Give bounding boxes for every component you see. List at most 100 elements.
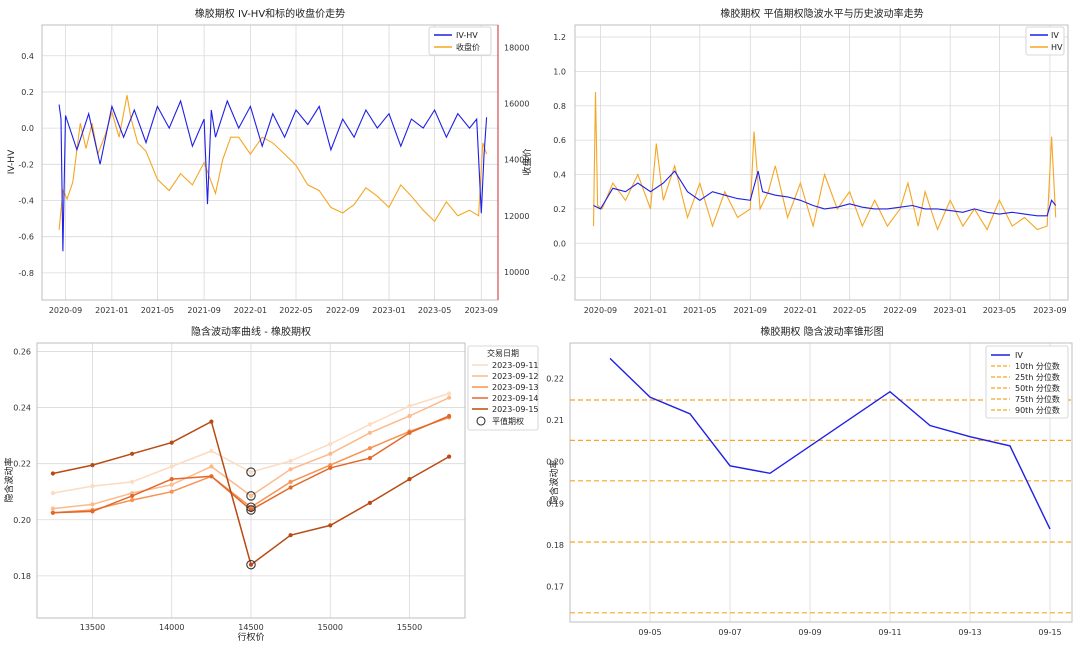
smile-point xyxy=(407,413,412,419)
x-tick-label: 09-11 xyxy=(878,628,901,637)
smile-point xyxy=(130,479,135,484)
atm-marker xyxy=(246,502,256,512)
smile-point xyxy=(50,506,56,511)
y-tick-label: 0.4 xyxy=(21,52,34,61)
y-tick-label: -0.8 xyxy=(18,269,34,278)
x-tick-label: 2023-01 xyxy=(933,306,966,315)
smile-point xyxy=(209,419,214,424)
x-tick-label: 2021-01 xyxy=(95,306,128,315)
y-tick-label: 0.22 xyxy=(13,460,31,469)
smile-point xyxy=(130,493,135,498)
y-tick-label: -0.6 xyxy=(18,233,34,242)
x-tick-label: 13500 xyxy=(80,623,105,632)
legend-label-close: 收盘价 xyxy=(456,42,480,52)
legend-atm-marker xyxy=(476,416,486,426)
y-tick-label: 0.8 xyxy=(553,102,566,111)
x-tick-label: 09-15 xyxy=(1038,628,1061,637)
legend-box xyxy=(428,26,492,56)
smile-point xyxy=(130,451,135,456)
legend-label: 2023-09-12 xyxy=(492,372,539,381)
smile-point xyxy=(407,430,412,435)
x-tick-label: 2023-01 xyxy=(372,306,405,315)
y-tick-label: 1.2 xyxy=(553,33,566,42)
legend-label: 2023-09-14 xyxy=(492,394,539,403)
smile-point xyxy=(447,413,452,419)
y-tick-label: 0.19 xyxy=(546,499,564,508)
y-tick-label: 0.0 xyxy=(553,239,566,248)
x-tick-label: 09-09 xyxy=(798,628,821,637)
atm-marker xyxy=(246,505,256,515)
y2-tick-label: 16000 xyxy=(504,100,529,109)
legend-label-hv: HV xyxy=(1051,43,1063,52)
smile-point xyxy=(169,464,174,469)
x-tick-label: 2023-09 xyxy=(1033,306,1066,315)
smile-point xyxy=(169,477,174,482)
y-tick-label: -0.2 xyxy=(550,274,566,283)
x-tick-label: 2021-01 xyxy=(634,306,667,315)
legend-label-quantile: 75th 分位数 xyxy=(1015,394,1060,404)
smile-point xyxy=(328,523,333,528)
y-axis-label: IV-HV xyxy=(7,149,17,174)
smile-point xyxy=(209,448,214,454)
smile-point xyxy=(288,485,293,490)
smile-point xyxy=(50,471,56,476)
smile-point xyxy=(288,467,293,472)
x-tick-label: 2022-05 xyxy=(833,306,866,315)
x-tick-label: 2022-05 xyxy=(279,306,312,315)
x-tick-label: 09-13 xyxy=(958,628,981,637)
y-tick-label: 0.22 xyxy=(546,374,564,383)
y-tick-label: -0.2 xyxy=(18,160,34,169)
x-tick-label: 14000 xyxy=(159,623,184,632)
x-tick-label: 2020-09 xyxy=(49,306,82,315)
x-tick-label: 14500 xyxy=(238,623,263,632)
smile-point xyxy=(169,482,174,487)
x-tick-label: 2023-05 xyxy=(418,306,451,315)
x-tick-label: 15000 xyxy=(318,623,343,632)
smile-point xyxy=(328,465,333,470)
y-tick-label: 0.26 xyxy=(13,347,31,356)
y2-tick-label: 10000 xyxy=(504,268,529,277)
smile-point xyxy=(447,395,452,400)
x-tick-label: 2022-09 xyxy=(883,306,916,315)
x-tick-label: 2023-09 xyxy=(465,306,498,315)
y-tick-label: 0.18 xyxy=(13,572,31,581)
chart-title: 橡胶期权 平值期权隐波水平与历史波动率走势 xyxy=(720,7,923,20)
smile-point xyxy=(209,474,214,479)
x-tick-label: 09-05 xyxy=(638,628,661,637)
x-tick-label: 2023-05 xyxy=(983,306,1016,315)
smile-point xyxy=(328,451,333,456)
smile-point xyxy=(367,422,372,427)
x-tick-label: 09-07 xyxy=(718,628,741,637)
chart-iv-hv-close: 0.4 0.2 0.0 -0.2 -0.4 -0.6 -0.8 18000 16000 14000… xyxy=(7,7,533,315)
legend-label-iv-hv: IV-HV xyxy=(456,31,478,40)
x-tick-label: 2022-09 xyxy=(326,306,359,315)
legend-label-iv: IV xyxy=(1051,31,1059,40)
y-tick-label: 0.6 xyxy=(553,136,566,145)
x-tick-label: 2021-09 xyxy=(187,306,220,315)
smile-point xyxy=(367,430,372,435)
chart-title: 隐含波动率曲线 - 橡胶期权 xyxy=(191,325,311,338)
legend-box xyxy=(1025,26,1065,56)
y2-tick-label: 14000 xyxy=(504,156,529,165)
x-axis-label: 行权价 xyxy=(237,631,264,643)
smile-point xyxy=(248,562,254,567)
x-tick-label: 2022-01 xyxy=(234,306,267,315)
x-tick-label: 2022-01 xyxy=(784,306,817,315)
smile-point xyxy=(407,477,412,482)
legend-label: 2023-09-13 xyxy=(492,383,539,392)
chart-iv-smile: 0.26 0.24 0.22 0.20 0.18 13500 14000 14500 15000… xyxy=(3,325,539,643)
series-iv-line xyxy=(593,170,1057,217)
atm-marker xyxy=(246,559,256,570)
legend-label-iv: IV xyxy=(1015,351,1023,360)
chart-iv-cone: 0.22 0.21 0.20 0.19 0.18 0.17 09-05 09-07 09-09 0… xyxy=(546,325,1073,637)
y-tick-label: 0.20 xyxy=(13,516,31,525)
y-tick-label: 1.0 xyxy=(553,67,566,76)
smile-point xyxy=(407,404,412,409)
legend-label-quantile: 10th 分位数 xyxy=(1015,361,1060,371)
y-tick-label: 0.0 xyxy=(21,124,34,133)
y-tick-label: 0.2 xyxy=(553,205,566,214)
x-tick-label: 15500 xyxy=(397,623,422,632)
y-tick-label: 0.4 xyxy=(553,171,566,180)
y2-tick-label: 12000 xyxy=(504,212,529,221)
smile-point xyxy=(90,484,95,489)
